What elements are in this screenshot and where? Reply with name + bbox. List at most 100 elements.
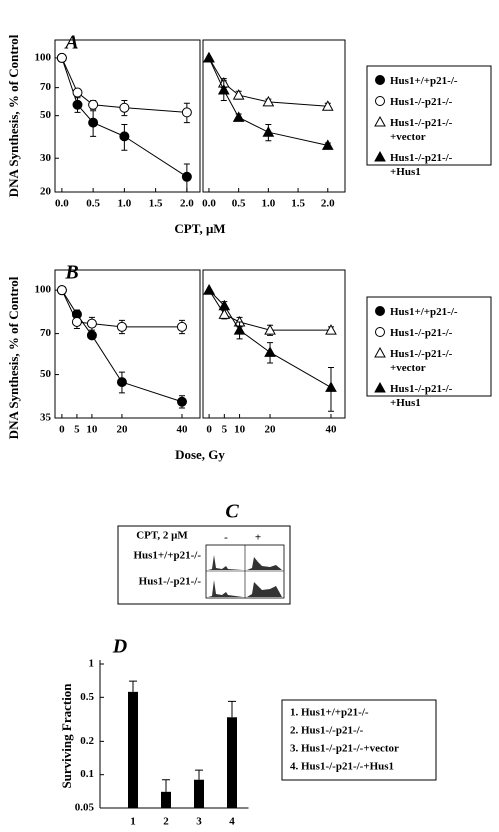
- error-bar: [228, 700, 236, 718]
- histogram: [247, 582, 282, 597]
- x-tick-label: 5: [222, 424, 228, 436]
- y-tick-label: 20: [40, 186, 52, 198]
- data-point: [181, 107, 192, 118]
- y-tick-label: 1: [89, 658, 95, 670]
- data-point: [86, 318, 97, 329]
- x-tick-label: 10: [234, 424, 246, 436]
- x-tick-label: 1.0: [261, 198, 275, 210]
- data-point: [325, 324, 337, 335]
- plot-frame: [54, 269, 201, 419]
- histogram: [247, 557, 282, 570]
- plot-frame: [54, 39, 201, 193]
- error-bar: [162, 779, 170, 792]
- y-tick-label: 0.05: [75, 802, 95, 814]
- data-point: [56, 285, 67, 296]
- y-tick-label: 50: [40, 368, 52, 380]
- data-point: [119, 131, 130, 142]
- legend-item: Hus1-/-p21-/- +vector: [390, 348, 453, 374]
- data-point: [262, 126, 275, 137]
- y-axis-label: DNA Synthesis, % of Control: [6, 34, 21, 197]
- bar: [128, 691, 138, 808]
- series-line: [208, 289, 332, 388]
- data-point: [71, 316, 82, 327]
- y-tick-label: 100: [35, 284, 52, 296]
- legend-label: Hus1-/-p21-/- +vector: [390, 348, 453, 374]
- plot-frame: [202, 39, 346, 193]
- x-tick-label: 0.0: [55, 198, 69, 210]
- data-point: [176, 321, 187, 332]
- y-tick-label: 70: [40, 81, 52, 93]
- panel-label: A: [63, 32, 78, 54]
- x-tick-label: 1: [130, 816, 136, 828]
- legend-item: Hus1-/-p21-/-: [390, 327, 453, 339]
- data-point: [325, 381, 337, 392]
- legend-label: 1. Hus1+/+p21-/-: [290, 707, 369, 719]
- data-point: [116, 321, 127, 332]
- error-bar: [195, 769, 203, 780]
- x-axis-label: CPT, μM: [174, 221, 225, 236]
- data-point: [56, 52, 67, 63]
- legend-label: Hus1-/-p21-/- +Hus1: [390, 383, 453, 409]
- bar: [161, 791, 171, 808]
- data-point: [119, 102, 130, 113]
- data-point: [232, 111, 245, 122]
- row-label: Hus1-/-p21-/-: [139, 576, 202, 588]
- error-bar: [129, 680, 137, 692]
- data-point: [232, 89, 245, 100]
- legend-label: Hus1-/-p21-/-: [390, 96, 453, 108]
- panel-label: D: [112, 636, 127, 658]
- x-tick-label: 40: [325, 424, 337, 436]
- legend-item: Hus1-/-p21-/- +Hus1: [390, 152, 452, 178]
- legend-marker: [375, 75, 385, 85]
- y-tick-label: 30: [40, 152, 52, 164]
- legend-marker: [375, 96, 385, 106]
- panel-label: B: [64, 262, 78, 284]
- legend-frame: [366, 296, 492, 397]
- x-tick-label: 0.5: [232, 198, 246, 210]
- data-point: [218, 308, 231, 319]
- y-tick-label: 0.5: [80, 691, 94, 703]
- x-tick-label: 1.0: [118, 198, 132, 210]
- data-point: [217, 84, 230, 95]
- x-tick-label: 40: [176, 424, 188, 436]
- legend-item: Hus1-/-p21-/- +vector: [390, 117, 453, 143]
- x-tick-label: 1.5: [149, 198, 163, 210]
- y-axis-label: DNA Synthesis, % of Control: [6, 276, 21, 439]
- legend-label: 4. Hus1-/-p21-/-+Hus1: [290, 761, 394, 773]
- x-tick-label: 20: [116, 424, 128, 436]
- data-point: [233, 324, 246, 335]
- data-point: [88, 117, 99, 128]
- data-point: [203, 51, 215, 63]
- data-point: [72, 99, 83, 110]
- legend-item: Hus1+/+p21-/-: [390, 306, 458, 318]
- y-tick-label: 50: [40, 109, 52, 121]
- histogram: [208, 580, 243, 597]
- legend-label: Hus1+/+p21-/-: [390, 75, 458, 87]
- data-point: [88, 99, 99, 110]
- data-point: [116, 377, 127, 388]
- y-tick-label: 0.2: [80, 735, 94, 747]
- condition-label: CPT, 2 μM: [136, 530, 188, 542]
- data-point: [262, 95, 275, 107]
- x-tick-label: 20: [265, 424, 277, 436]
- data-point: [181, 171, 192, 182]
- y-tick-label: 100: [35, 51, 52, 63]
- legend-label: Hus1-/-p21-/- +vector: [390, 117, 453, 143]
- column-label: +: [255, 532, 261, 544]
- data-point: [203, 284, 215, 295]
- legend-frame: [281, 699, 437, 781]
- series-line: [61, 57, 188, 178]
- legend-item: Hus1-/-p21-/-: [390, 96, 453, 108]
- x-tick-label: 0.0: [202, 198, 216, 210]
- legend-label: Hus1-/-p21-/-: [390, 327, 453, 339]
- column-label: -: [224, 532, 228, 544]
- legend-item: Hus1+/+p21-/-: [390, 75, 458, 87]
- x-tick-label: 0: [59, 424, 65, 436]
- x-tick-label: 0.5: [86, 198, 100, 210]
- data-point: [321, 139, 334, 150]
- data-point: [321, 100, 334, 111]
- legend-marker: [374, 115, 386, 127]
- x-tick-label: 2: [163, 816, 169, 828]
- legend-label: Hus1+/+p21-/-: [390, 306, 458, 318]
